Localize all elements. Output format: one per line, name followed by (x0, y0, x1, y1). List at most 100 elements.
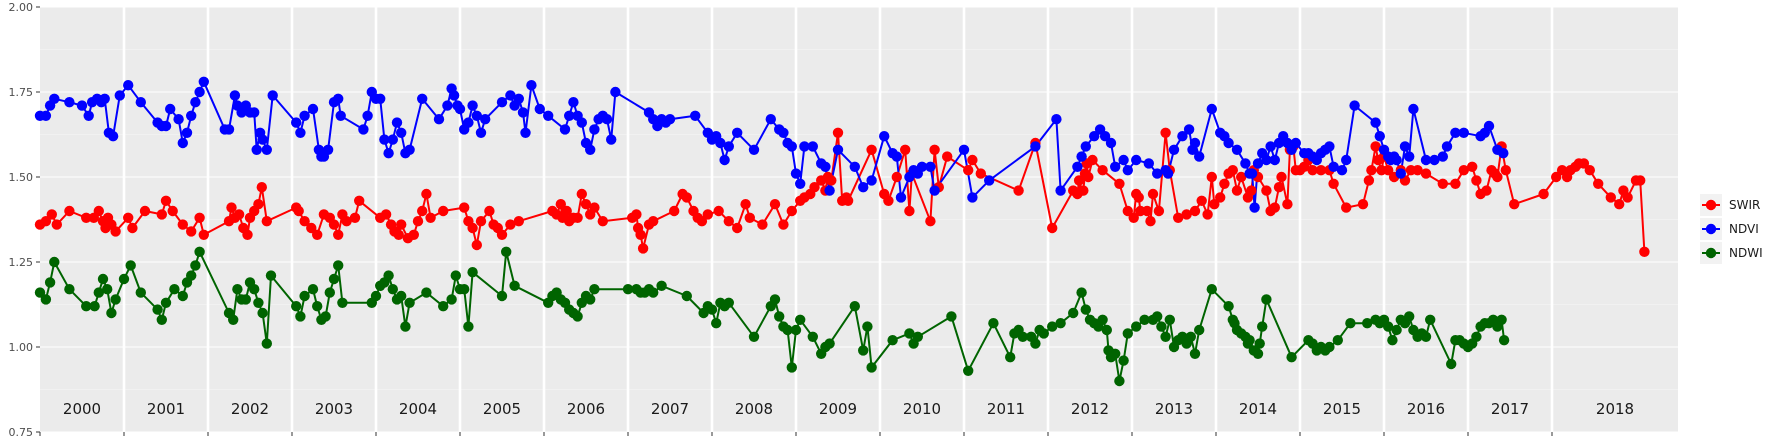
y-tick-label: 2.00 (9, 1, 34, 14)
data-point-ndvi (748, 144, 760, 155)
data-point-swir (1261, 185, 1272, 196)
data-point-swir (1363, 175, 1375, 186)
data-point-ndwi (1097, 314, 1108, 325)
data-point-ndwi (291, 301, 302, 312)
data-point-swir (696, 216, 708, 227)
data-point-swir (967, 154, 978, 166)
data-point-ndvi (160, 120, 172, 132)
data-point-swir (1145, 216, 1156, 227)
data-point-swir (1206, 171, 1218, 183)
data-point-ndvi (1194, 151, 1205, 162)
data-point-swir (1341, 202, 1352, 213)
data-point-swir (261, 216, 272, 227)
data-point-ndwi (463, 321, 474, 332)
data-point-swir (438, 205, 449, 217)
data-point-ndvi (123, 80, 134, 91)
data-point-ndwi (135, 287, 146, 298)
data-point-ndvi (194, 86, 205, 98)
data-point-ndvi (173, 114, 184, 125)
data-point-swir (1635, 175, 1646, 186)
data-point-ndvi (1437, 151, 1449, 162)
data-point-ndwi (1156, 321, 1167, 332)
data-point-ndwi (782, 324, 793, 336)
data-point-ndvi (1249, 202, 1260, 213)
data-point-ndvi (1498, 148, 1509, 159)
data-point-ndwi (177, 290, 188, 302)
year-label: 2008 (735, 400, 773, 418)
data-point-swir (1181, 209, 1192, 220)
data-point-ndwi (97, 273, 109, 285)
data-point-ndvi (513, 93, 524, 105)
data-point-swir (1209, 199, 1220, 210)
year-label: 2018 (1596, 400, 1634, 418)
data-point-ndwi (312, 301, 323, 312)
year-label: 2012 (1071, 400, 1109, 418)
data-point-ndwi (849, 301, 860, 312)
data-point-swir (306, 222, 317, 234)
data-point-ndvi (820, 161, 831, 172)
data-point-ndwi (320, 311, 331, 322)
year-label: 2001 (147, 400, 185, 418)
data-point-ndvi (1105, 137, 1117, 149)
data-point-ndvi (1189, 137, 1201, 149)
data-point-ndvi (606, 134, 617, 145)
data-point-ndwi (501, 246, 512, 257)
data-point-ndwi (459, 284, 470, 295)
data-point-ndwi (190, 260, 201, 271)
data-point-ndwi (102, 284, 113, 295)
legend-key-point (1705, 247, 1717, 259)
data-point-swir (380, 209, 392, 220)
data-point-ndwi (988, 318, 999, 329)
data-point-ndvi (496, 97, 508, 108)
data-point-swir (1215, 192, 1226, 203)
data-point-ndwi (1055, 318, 1066, 329)
data-point-ndwi (1080, 304, 1092, 315)
data-point-ndvi (186, 110, 197, 122)
data-point-ndwi (858, 345, 869, 356)
series-layer (34, 76, 1650, 387)
data-point-ndvi (463, 117, 474, 128)
data-point-swir (1231, 185, 1243, 196)
data-point-ndvi (40, 110, 52, 122)
data-point-ndvi (299, 110, 310, 122)
data-point-ndwi (1017, 331, 1028, 342)
data-point-ndvi (1089, 131, 1100, 142)
data-point-swir (198, 229, 209, 240)
data-point-swir (1189, 205, 1201, 217)
data-point-swir (1509, 199, 1520, 210)
year-label: 2002 (231, 400, 269, 418)
data-point-swir (1219, 178, 1230, 189)
data-point-ndwi (1101, 324, 1113, 336)
data-point-ndvi (1324, 141, 1335, 152)
data-point-swir (1500, 165, 1512, 176)
data-point-ndwi (404, 297, 415, 308)
data-point-ndwi (34, 287, 46, 298)
data-point-ndvi (790, 168, 802, 179)
data-point-swir (1366, 165, 1377, 176)
data-point-ndvi (322, 144, 334, 155)
data-point-ndwi (723, 297, 734, 308)
data-point-swir (1593, 178, 1604, 189)
data-point-ndwi (307, 284, 319, 295)
data-point-ndvi (181, 127, 193, 138)
data-point-ndwi (887, 335, 898, 346)
data-point-ndvi (526, 80, 537, 91)
data-point-swir (1160, 127, 1171, 138)
data-point-ndwi (1496, 314, 1507, 325)
data-point-swir (421, 188, 432, 200)
data-point-swir (740, 199, 751, 210)
data-point-ndvi (1374, 131, 1386, 142)
data-point-ndwi (106, 307, 117, 319)
data-point-ndvi (190, 97, 201, 108)
data-point-ndvi (396, 127, 407, 138)
data-point-ndvi (107, 131, 119, 142)
year-label: 2004 (399, 400, 437, 418)
data-point-swir (110, 226, 121, 237)
data-point-ndvi (585, 144, 596, 155)
data-point-ndvi (1420, 154, 1432, 166)
data-point-ndvi (786, 141, 797, 152)
data-point-ndvi (1450, 127, 1461, 138)
data-point-swir (883, 195, 894, 206)
data-point-ndvi (1030, 141, 1041, 152)
